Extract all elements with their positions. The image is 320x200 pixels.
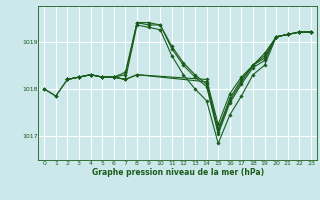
X-axis label: Graphe pression niveau de la mer (hPa): Graphe pression niveau de la mer (hPa) xyxy=(92,168,264,177)
